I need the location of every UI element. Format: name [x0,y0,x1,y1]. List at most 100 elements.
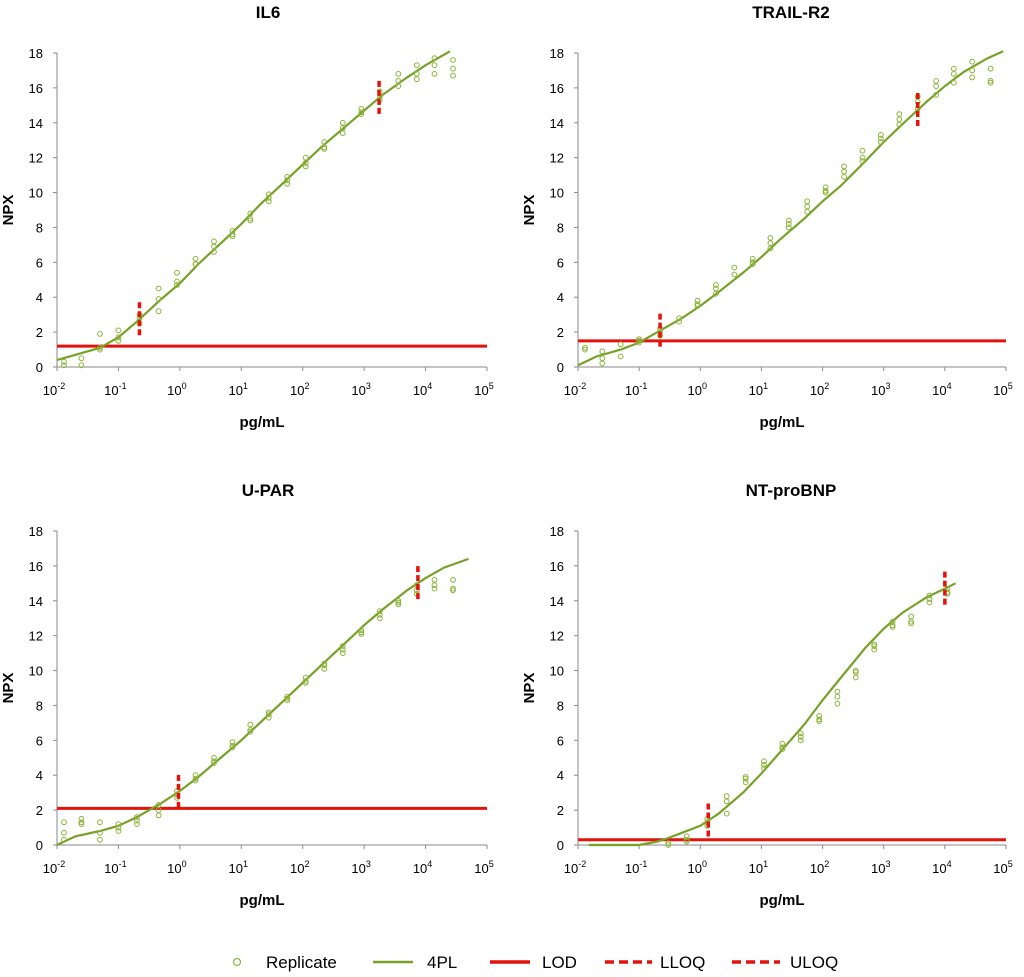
replicate-point [97,344,103,351]
replicate-point [582,344,588,351]
replicate-point [192,775,199,782]
replicate-point [358,111,365,117]
replicate-point [908,620,914,627]
replicate-point [617,341,624,348]
y-tick-label: 8 [557,698,564,713]
replicate-point [192,255,199,262]
y-tick-label: 12 [550,151,564,166]
y-tick-label: 4 [557,290,564,305]
replicate-point [395,599,402,606]
y-axis-title: NPX [0,673,17,704]
x-axis-title: pg/mL [240,414,285,431]
replicate-point [841,163,847,170]
replicate-point [61,819,67,826]
replicate-point [229,742,236,749]
replicate-point [933,83,939,89]
replicate-point [969,58,976,65]
replicate-point [785,224,792,231]
x-tick-label: 104 [413,859,432,876]
replicate-point [987,78,994,84]
panel-title: U-PAR [242,481,295,500]
replicate-point [859,158,866,165]
legend-replicate-symbol [232,957,242,967]
replicate-point [742,775,749,782]
y-tick-label: 2 [36,325,43,340]
replicate-point [265,714,272,721]
replicate-point [871,643,878,649]
replicate-point [61,829,67,836]
y-tick-label: 2 [557,803,564,818]
replicate-point [134,821,140,827]
replicate-point [192,777,199,784]
y-tick-label: 10 [29,664,43,679]
replicate-point [155,812,162,819]
replicate-point [636,336,642,343]
y-tick-label: 8 [557,220,564,235]
replicate-point [878,132,884,138]
y-tick-label: 6 [557,255,564,270]
y-tick-label: 0 [557,838,564,853]
replicate-point [804,208,811,215]
y-tick-label: 2 [36,803,43,818]
y-tick-label: 14 [29,594,43,609]
legend-lloq-label: LLOQ [660,953,705,972]
y-tick-label: 10 [550,186,564,201]
replicate-point [785,221,792,227]
y-tick-label: 6 [557,733,564,748]
replicate-point [804,198,811,205]
x-tick-label: 100 [688,381,707,398]
x-tick-label: 103 [871,859,890,876]
replicate-point [339,130,346,137]
panel-title: IL6 [256,3,281,22]
replicate-point [779,746,786,752]
x-tick-label: 104 [413,381,432,398]
replicate-point [284,180,291,187]
y-tick-label: 16 [550,81,564,96]
replicate-point [134,814,140,820]
y-tick-label: 0 [36,360,43,375]
replicate-point [284,697,291,704]
y-tick-label: 10 [550,664,564,679]
replicate-point [969,67,976,74]
replicate-point [302,154,309,161]
replicate-point [229,233,236,240]
y-tick-label: 12 [29,629,43,644]
replicate-point [822,187,829,194]
replicate-point [265,711,272,718]
replicate-point [61,358,67,365]
y-tick-label: 16 [29,559,43,574]
replicate-point [358,631,365,637]
y-tick-label: 10 [29,186,43,201]
x-tick-label: 100 [167,381,186,398]
replicate-point [731,271,738,278]
replicate-point [302,678,309,684]
replicate-point [676,315,682,322]
y-tick-label: 12 [550,629,564,644]
replicate-point [339,650,346,656]
replicate-point [779,740,786,747]
replicate-point [785,217,792,224]
replicate-point [450,65,456,72]
y-tick-label: 4 [36,290,43,305]
x-axis-title: pg/mL [760,892,805,909]
x-tick-label: 102 [290,859,309,876]
replicate-point [78,815,85,822]
y-tick-label: 0 [36,838,43,853]
y-tick-label: 12 [29,151,43,166]
replicate-point [413,76,420,83]
replicate-point [896,111,903,117]
replicate-point [723,798,730,805]
replicate-point [582,346,588,353]
y-tick-label: 0 [557,360,564,375]
replicate-point [155,308,162,315]
replicate-point [617,353,624,360]
replicate-point [265,194,272,201]
replicate-point [115,327,122,334]
replicate-point [284,177,291,184]
replicate-point [636,339,642,346]
replicate-point [683,838,690,845]
replicate-point [431,582,438,588]
replicate-point [683,836,690,843]
replicate-point [302,679,309,686]
